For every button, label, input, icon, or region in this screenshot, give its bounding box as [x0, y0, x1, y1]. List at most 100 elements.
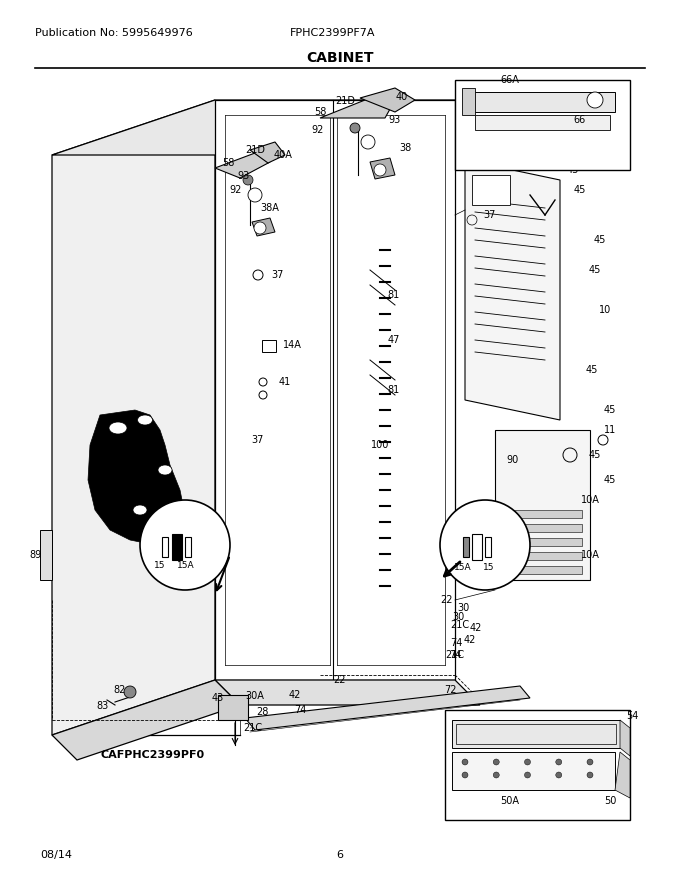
- Polygon shape: [463, 537, 469, 557]
- Text: 66A: 66A: [500, 75, 520, 85]
- Text: 37: 37: [272, 270, 284, 280]
- Polygon shape: [360, 88, 415, 112]
- Polygon shape: [502, 510, 582, 518]
- Polygon shape: [465, 92, 615, 112]
- Polygon shape: [452, 752, 615, 790]
- Text: 45: 45: [585, 365, 598, 375]
- Text: 92: 92: [312, 125, 324, 135]
- Circle shape: [556, 759, 562, 765]
- Text: 45: 45: [574, 185, 586, 195]
- Polygon shape: [40, 530, 52, 580]
- Circle shape: [493, 772, 499, 778]
- Text: 38A: 38A: [260, 203, 279, 213]
- Text: 72: 72: [444, 685, 456, 695]
- Ellipse shape: [158, 465, 172, 475]
- Text: 40A: 40A: [273, 150, 292, 160]
- Circle shape: [524, 759, 530, 765]
- Text: 15: 15: [154, 561, 166, 569]
- Bar: [445, 710, 630, 820]
- Polygon shape: [245, 686, 530, 730]
- Text: 54: 54: [626, 711, 639, 721]
- Circle shape: [440, 500, 530, 590]
- Text: CABINET: CABINET: [306, 51, 374, 65]
- Circle shape: [462, 759, 468, 765]
- Text: 08/14: 08/14: [40, 850, 72, 860]
- Text: 66: 66: [574, 115, 586, 125]
- Text: 38: 38: [399, 143, 411, 153]
- Text: 37: 37: [252, 435, 265, 445]
- Ellipse shape: [109, 422, 127, 434]
- Polygon shape: [502, 538, 582, 546]
- Text: 89: 89: [29, 550, 41, 560]
- Circle shape: [587, 759, 593, 765]
- Ellipse shape: [133, 505, 147, 515]
- Text: 50: 50: [604, 796, 616, 806]
- Text: 15A: 15A: [454, 562, 472, 571]
- Text: 42: 42: [289, 690, 301, 700]
- Polygon shape: [502, 552, 582, 560]
- Polygon shape: [215, 680, 480, 705]
- Circle shape: [524, 772, 530, 778]
- Polygon shape: [465, 160, 560, 420]
- Text: 10A: 10A: [581, 495, 600, 505]
- Text: 93: 93: [237, 171, 249, 181]
- Text: 100: 100: [371, 440, 389, 450]
- Text: 45: 45: [589, 450, 601, 460]
- Text: 45: 45: [594, 235, 606, 245]
- Text: 30: 30: [452, 612, 464, 622]
- Circle shape: [374, 164, 386, 176]
- Text: 6: 6: [337, 850, 343, 860]
- Text: 42: 42: [464, 635, 476, 645]
- Text: 21C: 21C: [450, 620, 470, 630]
- Text: 45: 45: [604, 475, 616, 485]
- Text: 10A: 10A: [581, 550, 600, 560]
- Text: 50A: 50A: [500, 796, 520, 806]
- Circle shape: [556, 772, 562, 778]
- Text: 45: 45: [604, 405, 616, 415]
- Text: 40: 40: [396, 92, 408, 102]
- Polygon shape: [320, 100, 395, 118]
- Text: 92: 92: [230, 185, 242, 195]
- Text: 21D: 21D: [335, 96, 355, 106]
- Circle shape: [587, 772, 593, 778]
- Polygon shape: [472, 534, 482, 560]
- Text: 42: 42: [470, 623, 482, 633]
- Polygon shape: [475, 115, 610, 130]
- Polygon shape: [172, 534, 182, 560]
- Circle shape: [254, 222, 266, 234]
- Polygon shape: [215, 100, 455, 680]
- Text: 37: 37: [483, 210, 496, 220]
- Text: FPHC2399PF7A: FPHC2399PF7A: [290, 28, 375, 38]
- Polygon shape: [250, 142, 285, 163]
- Text: 10: 10: [599, 305, 611, 315]
- Text: 30A: 30A: [245, 691, 265, 701]
- Polygon shape: [185, 537, 191, 557]
- Polygon shape: [52, 100, 215, 735]
- Polygon shape: [52, 680, 240, 760]
- Text: 74: 74: [449, 650, 461, 660]
- Text: 41: 41: [279, 377, 291, 387]
- Text: 15: 15: [483, 562, 495, 571]
- Circle shape: [350, 123, 360, 133]
- Polygon shape: [495, 430, 590, 580]
- Text: 47: 47: [388, 335, 401, 345]
- Text: 11: 11: [604, 425, 616, 435]
- Ellipse shape: [137, 415, 152, 425]
- Polygon shape: [472, 175, 510, 205]
- Polygon shape: [485, 537, 491, 557]
- Text: 58: 58: [313, 107, 326, 117]
- Text: 21C: 21C: [445, 650, 464, 660]
- Circle shape: [140, 500, 230, 590]
- Text: 82: 82: [114, 685, 126, 695]
- Polygon shape: [52, 100, 455, 155]
- Text: 28: 28: [256, 707, 268, 717]
- Polygon shape: [370, 158, 395, 179]
- Bar: [455, 80, 630, 170]
- Text: Publication No: 5995649976: Publication No: 5995649976: [35, 28, 192, 38]
- Circle shape: [493, 759, 499, 765]
- Text: 21C: 21C: [243, 723, 262, 733]
- Text: 90: 90: [507, 455, 519, 465]
- Text: 74: 74: [449, 638, 462, 648]
- Text: 43: 43: [212, 693, 224, 703]
- Polygon shape: [452, 720, 620, 748]
